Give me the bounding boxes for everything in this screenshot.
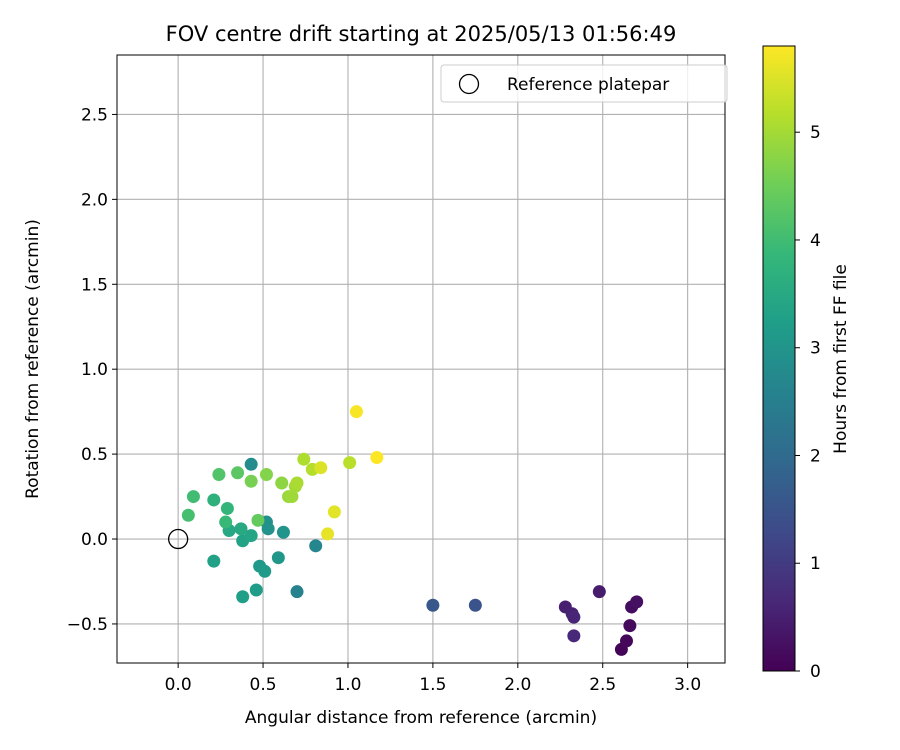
data-point xyxy=(567,629,581,643)
data-point xyxy=(349,405,363,419)
data-point xyxy=(290,476,304,490)
legend: Reference platepar xyxy=(440,64,728,103)
x-tick-label: 2.0 xyxy=(504,675,531,695)
data-point xyxy=(276,525,290,539)
data-point xyxy=(619,634,633,648)
data-point xyxy=(630,595,644,609)
plot-frame xyxy=(116,54,726,664)
data-point xyxy=(219,515,233,529)
x-tick-label: 0.0 xyxy=(165,675,192,695)
data-point xyxy=(468,598,482,612)
data-point xyxy=(244,474,258,488)
x-tick-label: 3.0 xyxy=(674,675,701,695)
reference-platepar-marker xyxy=(167,528,189,550)
x-axis-label: Angular distance from reference (arcmin) xyxy=(245,708,597,728)
data-point xyxy=(249,583,263,597)
colorbar-tick-label: 4 xyxy=(810,231,821,251)
data-point xyxy=(309,539,323,553)
data-point xyxy=(244,457,258,471)
y-axis-label: Rotation from reference (arcmin) xyxy=(23,219,43,499)
colorbar-tick-label: 0 xyxy=(810,662,821,682)
data-point xyxy=(261,522,275,536)
data-point xyxy=(297,452,311,466)
data-point xyxy=(207,493,221,507)
x-tick-label: 0.5 xyxy=(250,675,277,695)
legend-box xyxy=(440,64,728,103)
data-point xyxy=(321,527,335,541)
data-point xyxy=(623,619,637,633)
data-point xyxy=(285,490,299,504)
legend-marker-open-circle xyxy=(458,73,480,95)
data-point xyxy=(236,590,250,604)
data-point xyxy=(220,501,234,515)
data-point xyxy=(343,456,357,470)
data-point xyxy=(370,451,384,465)
data-point xyxy=(314,461,328,475)
y-tick-label: 2.5 xyxy=(81,105,108,125)
data-point xyxy=(212,467,226,481)
colorbar-tick-label: 3 xyxy=(810,339,821,359)
colorbar-tick-label: 5 xyxy=(810,123,821,143)
y-tick-label: 1.0 xyxy=(81,360,108,380)
data-point xyxy=(244,529,258,543)
data-point xyxy=(231,466,245,480)
data-point xyxy=(271,551,285,565)
data-point xyxy=(327,505,341,519)
data-point xyxy=(275,476,289,490)
legend-label-reference-platepar: Reference platepar xyxy=(507,75,669,95)
colorbar-label: Hours from first FF file xyxy=(831,264,851,454)
data-point xyxy=(290,585,304,599)
data-point xyxy=(592,585,606,599)
data-point xyxy=(567,610,581,624)
data-point xyxy=(181,508,195,522)
grid-lines xyxy=(117,55,725,663)
x-tick-label: 1.5 xyxy=(419,675,446,695)
colorbar: 0 1 2 3 4 5 Hours from first FF file xyxy=(762,45,851,682)
colorbar-ticks: 0 1 2 3 4 5 xyxy=(795,123,821,682)
data-point xyxy=(207,554,221,568)
colorbar-gradient xyxy=(762,45,796,672)
reference-marker-group xyxy=(167,528,189,550)
y-tick-label: −0.5 xyxy=(67,615,108,635)
data-point xyxy=(186,490,200,504)
y-tick-label: 1.5 xyxy=(81,275,108,295)
y-tick-label: 2.0 xyxy=(81,190,108,210)
data-point xyxy=(259,467,273,481)
chart-title: FOV centre drift starting at 2025/05/13 … xyxy=(166,22,677,46)
data-points xyxy=(181,405,644,656)
colorbar-tick-label: 1 xyxy=(810,554,821,574)
x-tick-label: 2.5 xyxy=(589,675,616,695)
y-tick-label: 0.0 xyxy=(81,530,108,550)
data-point xyxy=(426,598,440,612)
y-axis-ticks: −0.5 0.0 0.5 1.0 1.5 2.0 2.5 xyxy=(67,105,117,635)
x-tick-label: 1.0 xyxy=(334,675,361,695)
colorbar-tick-label: 2 xyxy=(810,446,821,466)
data-point xyxy=(258,564,272,578)
x-axis-ticks: 0.0 0.5 1.0 1.5 2.0 2.5 3.0 xyxy=(165,663,701,695)
y-tick-label: 0.5 xyxy=(81,445,108,465)
data-point xyxy=(234,522,248,536)
data-point xyxy=(251,513,265,527)
